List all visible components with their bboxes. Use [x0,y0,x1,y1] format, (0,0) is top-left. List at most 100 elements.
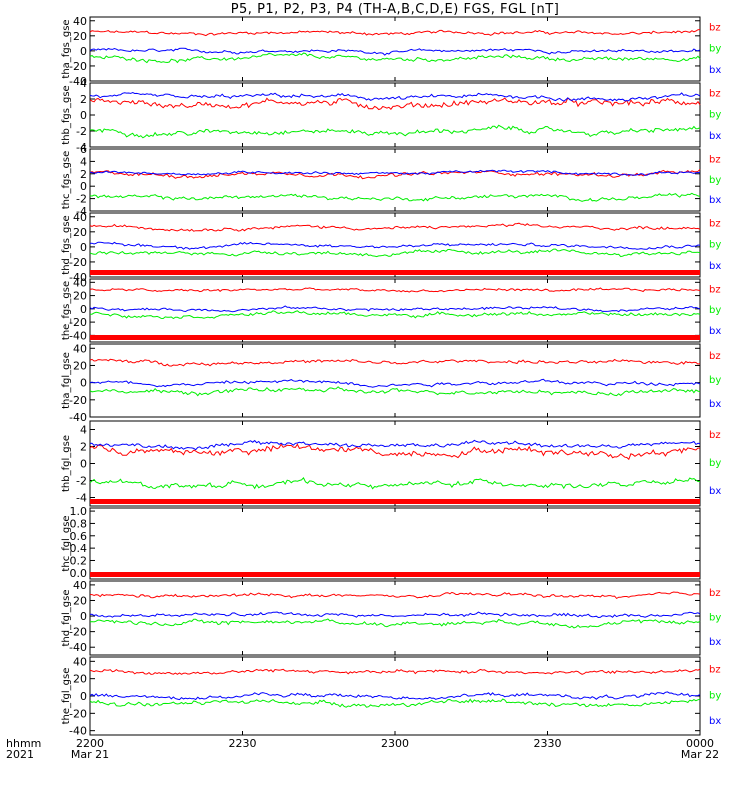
y-axis-label: tha_fgl_gse [61,352,72,409]
panel-frame [89,420,701,507]
y-tick-label: 0.0 [70,567,88,580]
y-axis-label: thd_fgs_gse [61,215,72,274]
y-tick-label: 20 [73,594,87,607]
series-bx-line [89,47,701,56]
y-tick-label: 0.6 [70,530,88,543]
legend-bx: bx [709,131,721,142]
series-bz-line [89,222,701,232]
y-axis-label: tha_fgs_gse [61,19,72,78]
panel-frame [89,656,701,736]
series-bz-line [89,168,701,180]
panel-frame [89,212,701,278]
y-tick-label: 4 [80,424,87,437]
y-axis-label: the_fgl_gse [61,668,72,725]
panel-frame [89,148,701,212]
legend-by: by [709,240,721,251]
legend-by: by [709,613,721,624]
y-tick-label: 20 [73,673,87,686]
no-data-bar [90,335,700,340]
series-by-line [89,477,701,490]
legend-bx: bx [709,261,721,272]
series-bz-line [89,358,701,367]
y-tick-label: -20 [69,394,87,407]
no-data-bar [90,270,700,275]
series-bx-line [89,241,701,250]
legend-bz: bz [709,23,721,34]
legend-bz: bz [709,154,721,165]
panel-frame [89,343,701,418]
legend-by: by [709,375,721,386]
y-tick-label: 0.2 [70,554,88,567]
series-bz-line [89,668,701,675]
legend-bz: bz [709,351,721,362]
y-tick-label: -4 [76,492,87,505]
panel-frame [89,82,701,148]
series-by-line [89,618,701,629]
y-tick-label: 1.0 [70,505,88,518]
y-tick-label: 2 [80,93,87,106]
legend-bz: bz [709,284,721,295]
panel-tha_fgl_gse: 40 20 0 -20 -40 tha_fgl_gse bz by bx [61,335,721,424]
series-by-line [89,248,701,258]
y-tick-label: -20 [69,626,87,639]
y-tick-label: 0 [80,458,87,471]
y-tick-label: 40 [73,579,87,592]
panel-frame [89,580,701,656]
series-by-line [89,698,701,708]
legend-by: by [709,175,721,186]
x-tick-label: 2300 [381,737,409,750]
panel-thb_fgl_gse: 4 2 0 -2 -4 thb_fgl_gse bz by bx [61,420,721,507]
y-tick-label: -4 [76,205,87,218]
y-axis-label: thc_fgl_gse [61,515,72,571]
y-tick-label: 2 [80,168,87,181]
series-bx-line [89,91,701,102]
series-bx-line [89,305,701,313]
legend-bz: bz [709,665,721,676]
legend-bz: bz [709,89,721,100]
y-tick-label: -2 [76,193,87,206]
series-bz-line [89,287,701,293]
y-tick-label: 0 [80,377,87,390]
y-tick-label: -2 [76,475,87,488]
y-tick-label: 40 [73,211,87,224]
y-tick-label: 20 [73,30,87,43]
x-tick-label: 2330 [534,737,562,750]
y-tick-label: 0 [80,690,87,703]
legend-bx: bx [709,486,721,497]
y-axis-label: thc_fgs_gse [61,151,72,210]
legend-bx: bx [709,195,721,206]
legend-bz: bz [709,588,721,599]
x-tick-label: 2200 [76,737,104,750]
x-date-label: Mar 22 [681,748,719,761]
y-tick-label: 20 [73,359,87,372]
x-tick-label: 2230 [229,737,257,750]
x-axis-caption: hhmm [6,737,41,750]
y-tick-label: 2 [80,441,87,454]
x-axis-caption: 2021 [6,748,34,761]
series-bz-line [89,29,701,37]
y-tick-label: 0 [80,610,87,623]
y-tick-label: 40 [73,655,87,668]
y-tick-label: 0 [80,109,87,122]
y-tick-label: 40 [73,15,87,28]
legend-bx: bx [709,65,721,76]
y-tick-label: -40 [69,641,87,654]
legend-bz: bz [709,219,721,230]
y-tick-label: -40 [69,329,87,342]
y-axis-label: thb_fgs_gse [61,85,72,144]
legend-bx: bx [709,326,721,337]
series-bx-line [89,611,701,619]
series-bz-line [89,97,701,111]
y-tick-label: 4 [80,77,87,90]
y-tick-label: -20 [69,60,87,73]
x-tick-label: 0000 [686,737,714,750]
y-tick-label: 0 [80,303,87,316]
y-tick-label: 0 [80,180,87,193]
